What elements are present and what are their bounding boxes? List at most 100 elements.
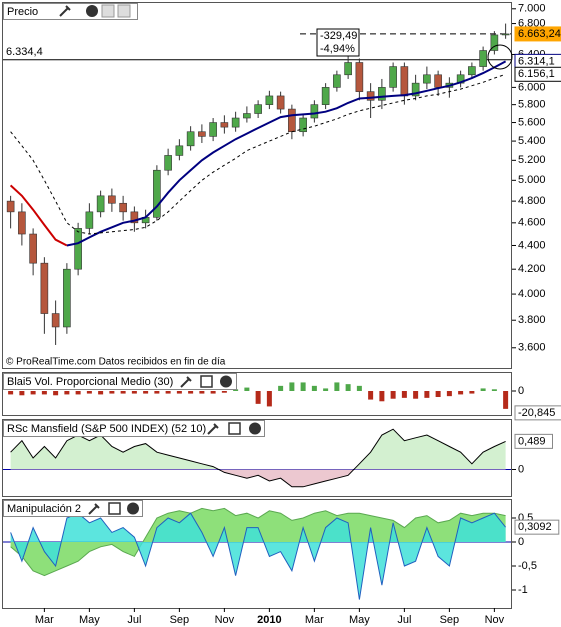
settings-icon[interactable] [180,376,192,388]
candle-body [490,34,499,51]
bar [300,382,306,391]
close-icon[interactable] [127,502,139,515]
change-box [316,28,360,57]
bar [143,391,149,394]
y-tick-label: 0 [518,536,524,548]
close-icon[interactable] [220,375,232,388]
close-icon[interactable] [86,5,98,17]
bar [41,391,47,395]
panel-header: Blai5 Vol. Proporcional Medio (30) [3,373,237,390]
candle-body [130,211,139,224]
panel-frame [2,372,512,416]
move-down-icon[interactable] [117,4,131,18]
last-value-label: 0,489 [518,435,546,447]
bar [210,391,216,394]
bar [131,391,137,394]
y-tick-label: 5.400 [518,135,546,147]
cursor-circle [487,44,513,70]
bar [390,391,396,399]
last-value-label: -20,845 [518,407,555,419]
bar [176,391,182,394]
bar [75,391,81,395]
candle-body [366,91,375,101]
bar [86,391,92,394]
x-tick-label: Sep [440,614,460,626]
bar [30,391,36,395]
candle-body [18,211,26,235]
change-label: -329,49 [320,30,357,42]
x-tick-label: Jul [127,614,141,626]
candle-body [85,211,94,229]
candle-body [153,169,161,218]
bar [266,391,272,407]
candle-body [501,33,510,36]
candle-body [119,202,127,213]
panel-title: RSc Mansfield (S&P 500 INDEX) (52 10) [7,423,206,435]
bar [98,391,104,395]
candle-body [96,195,105,213]
candle-body [6,200,15,213]
candle-body [220,122,229,128]
candle-body [265,95,274,105]
candle-body [108,195,116,204]
value-box [514,405,561,421]
panel-title: Manipulación 2 [7,503,81,515]
bar [278,385,284,391]
bar [379,391,385,402]
candle-body [175,145,184,156]
window-icon[interactable] [108,502,121,515]
window-icon[interactable] [228,422,241,435]
bar [109,391,115,394]
bar [334,382,340,391]
candle-body [51,313,60,328]
bar [233,389,239,391]
settings-icon[interactable] [59,5,71,17]
settings-icon[interactable] [207,423,219,435]
area-fill-below [10,469,506,487]
close-icon[interactable] [249,422,261,435]
y-tick-label: 7.000 [518,3,546,15]
window-icon[interactable] [200,375,213,388]
bar [491,389,497,391]
y-tick-label: 3.800 [518,314,546,326]
settings-icon[interactable] [88,503,100,515]
x-tick-label: Sep [170,614,190,626]
bar [368,391,374,400]
bar [435,391,441,397]
candle-body [400,66,409,97]
candle-body [355,62,364,92]
candle-body [321,87,330,105]
panel-frame [2,499,512,609]
candle-body [333,74,341,88]
x-tick-label: Mar [35,614,54,626]
y-tick-label: 4.400 [518,239,546,251]
candle-body [29,233,37,264]
y-tick-label: 5.200 [518,154,546,166]
bar [199,391,205,394]
candle-body [74,228,82,270]
y-tick-label: 5.800 [518,99,546,111]
moving-average [9,184,68,247]
move-up-icon[interactable] [101,4,115,18]
panel-header: Precio [3,3,138,20]
reference-label: 6.334,4 [6,46,43,58]
series-line [10,507,506,577]
bar [469,391,475,394]
y-tick-label: 6.000 [518,81,546,93]
change-pct-label: -4,94% [320,43,355,55]
bar [244,387,250,391]
area-fill [10,513,506,600]
bar [311,385,317,391]
x-tick-label: Jul [397,614,411,626]
panel-title: Blai5 Vol. Proporcional Medio (30) [7,376,173,388]
bar [289,382,295,391]
candle-body [288,108,296,133]
candle-body [434,74,442,88]
candle-body [423,74,431,84]
credit: © ProRealTime.com Datos recibidos en fin… [6,357,226,368]
bar [401,391,407,398]
bar [19,391,25,396]
moving-average [10,73,506,235]
